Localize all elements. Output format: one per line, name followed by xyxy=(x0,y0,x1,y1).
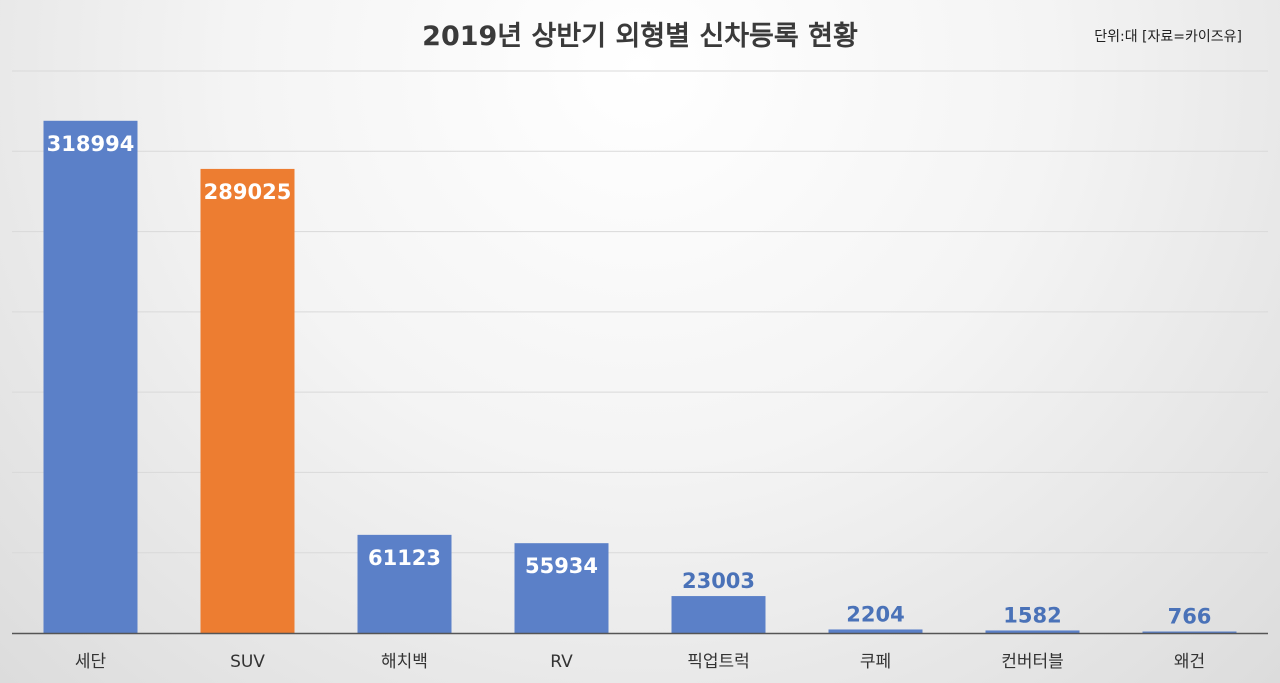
bar-4 xyxy=(671,596,766,633)
data-label-1: 289025 xyxy=(204,180,292,204)
chart-title: 2019년 상반기 외형별 신차등록 현황 xyxy=(422,21,858,52)
bar-1 xyxy=(200,168,295,633)
category-label-7: 왜건 xyxy=(1174,652,1205,672)
data-label-5: 2204 xyxy=(846,602,904,626)
bar-6 xyxy=(985,630,1080,633)
bar-0 xyxy=(43,120,138,634)
gridlines xyxy=(12,70,1268,554)
data-label-7: 766 xyxy=(1168,605,1212,629)
data-label-4: 23003 xyxy=(682,569,755,593)
data-label-2: 61123 xyxy=(368,546,441,570)
category-label-4: 픽업트럭 xyxy=(687,652,750,672)
data-label-3: 55934 xyxy=(525,554,598,578)
bar-7 xyxy=(1142,631,1237,633)
category-label-3: RV xyxy=(550,652,573,672)
category-label-1: SUV xyxy=(230,652,265,672)
data-label-6: 1582 xyxy=(1003,603,1061,627)
chart-unit-note: 단위:대 [자료=카이즈유] xyxy=(1094,29,1242,45)
data-label-0: 318994 xyxy=(47,132,135,156)
category-label-0: 세단 xyxy=(75,652,107,672)
bar-2 xyxy=(357,534,452,633)
bar-3 xyxy=(514,543,609,633)
category-label-5: 쿠페 xyxy=(860,652,891,672)
bars xyxy=(43,120,1237,634)
labels: 318994 세단 289025 SUV 61123 해치백 55934 RV 23003 픽업트… xyxy=(47,132,1212,672)
bar-5 xyxy=(828,629,923,633)
category-label-2: 해치백 xyxy=(381,652,428,672)
category-label-6: 컨버터블 xyxy=(1001,652,1064,672)
